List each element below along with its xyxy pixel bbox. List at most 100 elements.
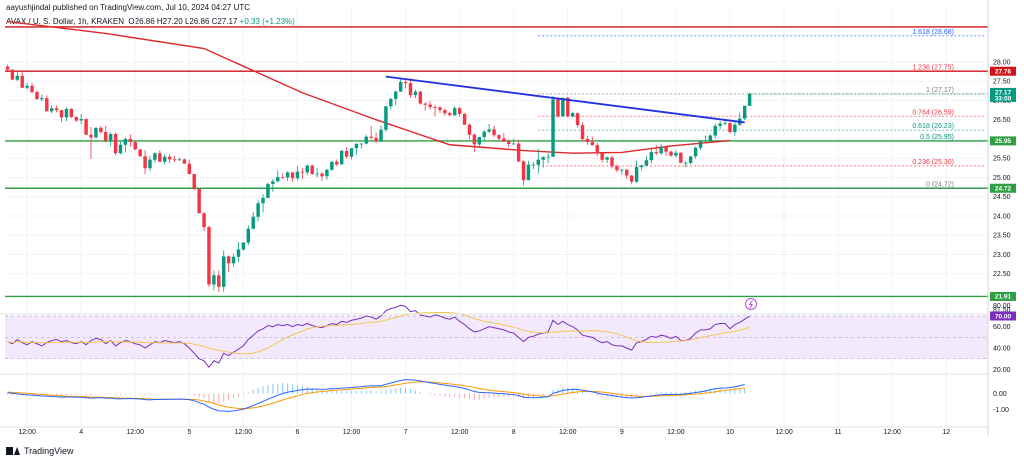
candle-body — [747, 93, 752, 106]
candle — [575, 112, 580, 128]
candle — [192, 174, 196, 191]
candle — [526, 160, 531, 181]
candle — [472, 133, 477, 153]
candle-body — [231, 256, 236, 264]
candle — [502, 133, 506, 143]
candle — [610, 155, 614, 169]
level-price-tag — [990, 183, 1016, 193]
candle — [212, 270, 216, 291]
candle — [428, 101, 432, 110]
candle — [703, 135, 708, 144]
candle-body — [212, 275, 216, 285]
candle — [723, 120, 727, 126]
x-tick-label: 7 — [404, 429, 408, 436]
x-tick-label: 6 — [295, 429, 299, 436]
candle — [320, 172, 324, 181]
candle — [620, 169, 624, 175]
candle-body — [693, 147, 698, 157]
x-tick-label: 9 — [620, 429, 624, 436]
candle — [167, 154, 172, 164]
flash-icon — [745, 298, 757, 310]
change-value: +0.33 (+1.23%) — [239, 17, 295, 26]
candle — [226, 255, 231, 273]
candle-body — [35, 92, 39, 100]
candle-body — [99, 127, 103, 133]
candle-body — [526, 164, 531, 181]
candle — [128, 134, 133, 147]
candle — [138, 148, 142, 157]
candle-body — [369, 136, 373, 138]
candle-body — [251, 216, 255, 229]
tradingview-logo-icon — [6, 446, 20, 456]
candle — [207, 225, 211, 287]
candle — [384, 106, 388, 133]
candle — [688, 156, 693, 165]
candle-body — [202, 213, 206, 228]
fib-level-label: 0.764 (26.59) — [912, 109, 954, 116]
candle-body — [123, 138, 128, 145]
candle — [241, 242, 246, 251]
candle — [187, 159, 192, 175]
candle-body — [438, 107, 442, 111]
candle — [20, 71, 24, 89]
candle — [605, 156, 609, 164]
candle — [354, 142, 359, 155]
candle-body — [570, 113, 575, 117]
candle-body — [585, 138, 590, 143]
candle — [246, 225, 251, 245]
moving-average-line — [7, 20, 731, 154]
candle — [69, 107, 74, 119]
macd-pane — [6, 379, 746, 412]
candle — [595, 142, 599, 156]
candle-body — [507, 141, 511, 144]
candle-body — [30, 85, 34, 93]
candle — [10, 69, 15, 80]
candle — [94, 127, 98, 139]
x-tick-label: 12:00 — [126, 429, 144, 436]
candle-body — [89, 134, 93, 138]
y-tick-label: 24.00 — [993, 213, 1011, 220]
y-tick-label: 25.00 — [993, 175, 1011, 182]
fib-level-label: 0.236 (25.30) — [912, 159, 954, 166]
candle-body — [197, 188, 201, 214]
candle-body — [403, 81, 408, 84]
candle — [634, 160, 639, 183]
candle-body — [708, 135, 713, 141]
candle-body — [443, 110, 447, 114]
candle — [217, 270, 221, 292]
candle-body — [49, 108, 54, 112]
macd-tick-label: 0.00 — [993, 391, 1007, 398]
candle — [330, 161, 334, 171]
candle — [40, 94, 44, 102]
candle — [403, 78, 408, 89]
candle-body — [625, 169, 629, 176]
candle-body — [148, 159, 152, 169]
candle — [679, 152, 683, 164]
candle — [492, 125, 496, 138]
candle — [536, 148, 540, 174]
candle-body — [163, 156, 167, 162]
candle — [335, 159, 339, 167]
candle-body — [659, 147, 663, 154]
candle — [659, 143, 663, 155]
candle-body — [25, 85, 29, 88]
candle-body — [354, 143, 359, 149]
candle — [202, 212, 206, 231]
tradingview-brand[interactable]: TradingView — [6, 446, 74, 456]
candle-body — [492, 129, 496, 136]
candle — [585, 135, 590, 145]
high-value: H27.20 — [156, 17, 183, 26]
candle-body — [575, 113, 580, 126]
candle — [197, 188, 201, 214]
candle-body — [315, 173, 319, 175]
candle — [148, 155, 152, 171]
candle — [654, 144, 658, 156]
candle — [295, 165, 300, 181]
candle-body — [703, 140, 708, 142]
level-price-label: 25.95 — [995, 138, 1012, 145]
candle — [251, 212, 255, 230]
candle-body — [325, 169, 329, 177]
candle — [467, 123, 472, 140]
candle — [477, 136, 482, 147]
